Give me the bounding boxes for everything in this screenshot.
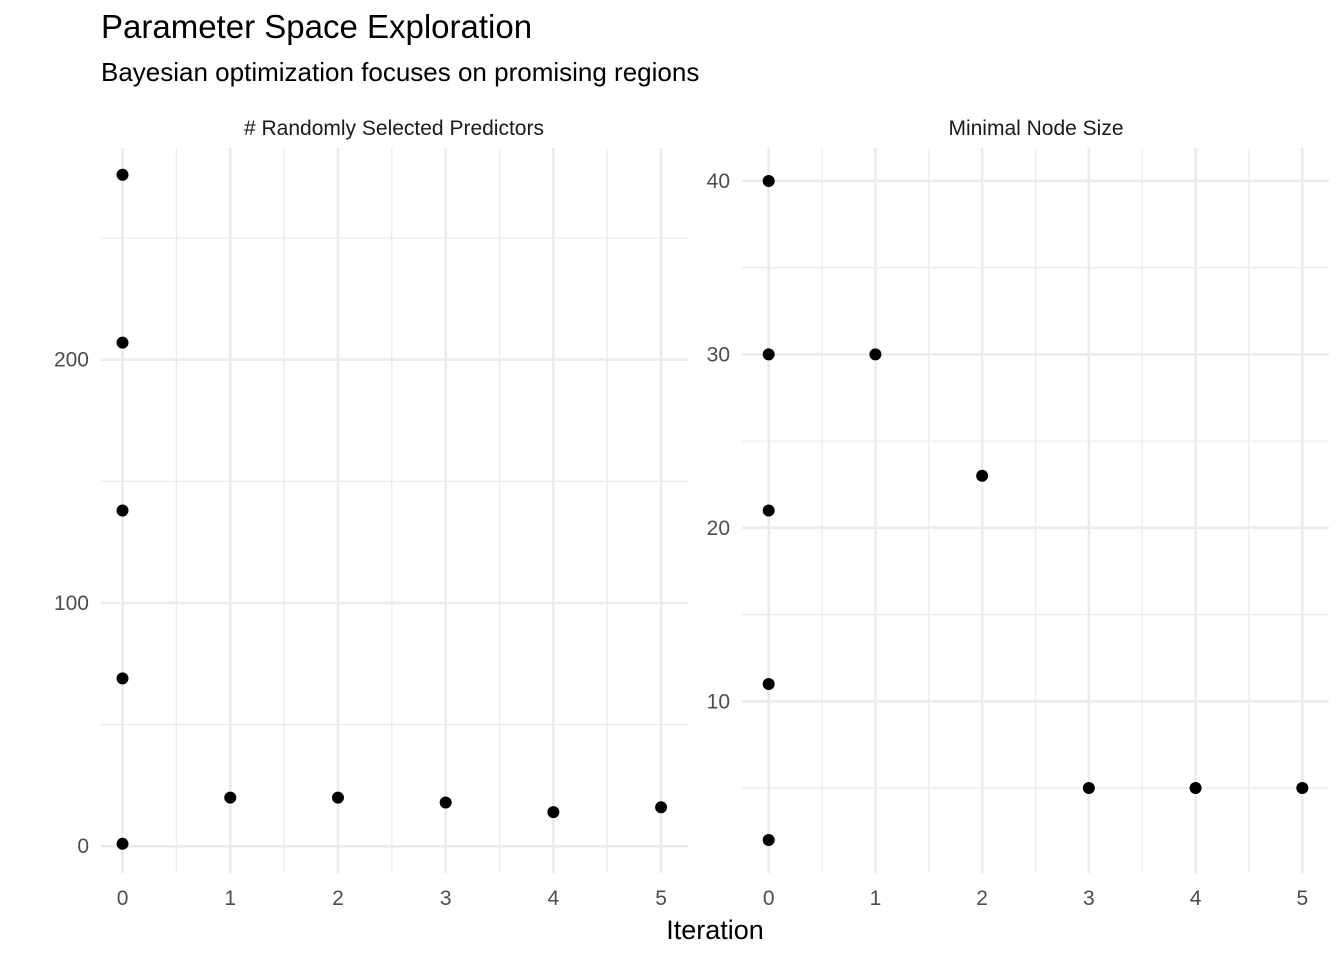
x-tick-label: 4 xyxy=(1190,887,1202,910)
chart-title: Parameter Space Exploration xyxy=(101,8,533,45)
data-point xyxy=(762,504,775,517)
panel-randomly-selected-predictors: # Randomly Selected Predictors 0 100 200 0 1… xyxy=(54,117,688,910)
x-tick-label: 3 xyxy=(440,887,452,910)
data-point xyxy=(331,791,344,804)
x-tick-label: 5 xyxy=(1296,887,1308,910)
data-point xyxy=(762,174,775,187)
data-point xyxy=(762,834,775,847)
y-tick-label: 200 xyxy=(54,349,89,372)
data-point xyxy=(439,796,452,809)
panel-minimal-node-size: Minimal Node Size 10 20 30 40 0 1 2 3 4 5 xyxy=(707,117,1329,910)
data-point xyxy=(1296,782,1309,795)
data-point xyxy=(762,348,775,361)
panel-strip-label: Minimal Node Size xyxy=(948,117,1123,140)
y-tick-label: 30 xyxy=(707,343,730,366)
x-tick-label: 1 xyxy=(224,887,236,910)
gridlines xyxy=(742,148,1329,873)
x-tick-label: 0 xyxy=(117,887,129,910)
y-tick-label: 100 xyxy=(54,592,89,615)
data-point xyxy=(762,677,775,690)
gridlines xyxy=(101,148,688,873)
x-tick-label: 3 xyxy=(1083,887,1095,910)
x-axis-label: Iteration xyxy=(666,915,764,945)
data-point xyxy=(116,168,129,181)
data-point xyxy=(547,806,560,819)
data-point xyxy=(869,348,882,361)
data-point xyxy=(116,837,129,850)
data-point xyxy=(1082,782,1095,795)
chart-subtitle: Bayesian optimization focuses on promisi… xyxy=(101,57,700,87)
x-tick-label: 2 xyxy=(976,887,988,910)
data-point xyxy=(116,504,129,517)
data-point xyxy=(1189,782,1202,795)
data-point xyxy=(116,336,129,349)
panel-strip-label: # Randomly Selected Predictors xyxy=(244,117,544,140)
y-tick-label: 40 xyxy=(707,170,730,193)
x-tick-label: 5 xyxy=(655,887,667,910)
data-point xyxy=(655,801,668,814)
data-point xyxy=(976,469,989,482)
data-point xyxy=(224,791,237,804)
y-tick-label: 20 xyxy=(707,517,730,540)
x-tick-label: 4 xyxy=(548,887,560,910)
y-tick-label: 0 xyxy=(77,835,89,858)
data-point xyxy=(116,672,129,685)
x-tick-label: 1 xyxy=(870,887,882,910)
x-tick-label: 0 xyxy=(763,887,775,910)
y-tick-label: 10 xyxy=(707,690,730,713)
x-tick-label: 2 xyxy=(332,887,344,910)
